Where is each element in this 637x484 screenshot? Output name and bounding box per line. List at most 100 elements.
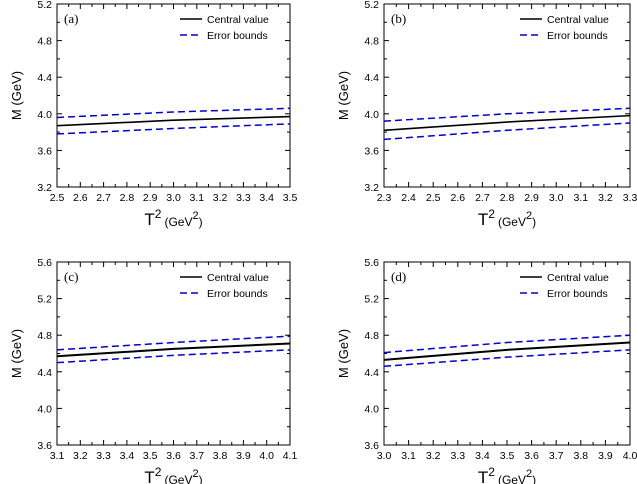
chart-panel-d: 3.0 3.1 3.2 3.3 3.4 3.5 3.6 3.7 3.8 3.9 4.0 3.6 4.0 4… <box>336 257 637 484</box>
y-tick-label: 5.6 <box>37 257 52 269</box>
central-value-line <box>383 114 631 132</box>
x-axis-label-unit: (GeV <box>498 473 526 484</box>
x-tick-label: 3.3 <box>623 192 637 204</box>
x-tick-label: 2.6 <box>73 192 88 204</box>
x-tick-label: 2.4 <box>401 192 416 204</box>
y-axis-label: M (GeV) <box>336 71 351 120</box>
x-tick-label: 2.8 <box>120 192 135 204</box>
central-value-line <box>56 342 291 358</box>
y-tick-label: 5.2 <box>364 0 379 11</box>
legend-central-label: Central value <box>207 14 269 26</box>
x-tick-label: 3.7 <box>189 450 204 462</box>
x-tick-label: 2.9 <box>143 192 158 204</box>
x-tick-label: 3.5 <box>283 192 298 204</box>
y-tick-label: 4.8 <box>364 330 379 342</box>
x-tick-label: 3.2 <box>426 450 441 462</box>
x-tick-label: 3.6 <box>524 450 539 462</box>
y-tick-label: 5.2 <box>37 294 52 306</box>
x-axis-label-unit-close: ) <box>199 215 203 229</box>
x-tick-label: 2.5 <box>50 192 65 204</box>
central-value-line <box>56 115 291 127</box>
x-axis-label-unit-sup: 2 <box>526 468 532 480</box>
y-tick-label: 3.6 <box>37 440 52 452</box>
x-tick-label: 3.5 <box>500 450 515 462</box>
error-bound-line <box>56 123 291 135</box>
chart-panel-b: 2.3 2.4 2.5 2.6 2.7 2.8 2.9 3.0 3.1 3.2 3.3 3.2 3.6 4… <box>336 0 637 229</box>
y-tick-label: 4.0 <box>364 109 379 121</box>
x-tick-label: 4.0 <box>259 450 274 462</box>
x-tick-label: 2.5 <box>426 192 441 204</box>
error-bound-line <box>56 107 291 119</box>
x-tick-label: 3.4 <box>120 450 135 462</box>
x-tick-label: 3.7 <box>549 450 564 462</box>
x-axis-label-unit: (GeV <box>498 215 526 229</box>
y-tick-label: 4.8 <box>37 36 52 48</box>
x-axis-label-unit-close: ) <box>532 215 536 229</box>
panel-label: (b) <box>391 11 406 26</box>
x-axis-label-unit-close: ) <box>199 473 203 484</box>
y-tick-label: 3.2 <box>37 182 52 194</box>
x-axis-label-unit-close: ) <box>532 473 536 484</box>
x-axis-label-sup: 2 <box>488 465 495 479</box>
x-axis-label-sup: 2 <box>155 207 162 221</box>
y-tick-label: 5.6 <box>364 257 379 269</box>
panel-label: (a) <box>64 11 78 26</box>
x-tick-label: 3.9 <box>598 450 613 462</box>
x-tick-label: 3.9 <box>236 450 251 462</box>
error-bound-line <box>56 349 291 364</box>
error-bound-line <box>383 349 631 368</box>
y-axis-label: M (GeV) <box>9 71 24 120</box>
y-tick-label: 4.4 <box>364 72 379 84</box>
error-bound-line <box>56 335 291 351</box>
x-tick-label: 3.3 <box>236 192 251 204</box>
x-tick-label: 3.1 <box>189 192 204 204</box>
x-tick-label: 3.2 <box>73 450 88 462</box>
error-bound-line <box>383 122 631 141</box>
x-axis-label-main: T <box>144 468 154 484</box>
x-tick-label: 3.4 <box>259 192 274 204</box>
y-axis-label: M (GeV) <box>9 329 24 378</box>
y-tick-label: 3.2 <box>364 182 379 194</box>
y-tick-label: 4.4 <box>364 367 379 379</box>
legend-central-label: Central value <box>547 14 609 26</box>
x-axis-label: T2(GeV2) <box>144 207 202 229</box>
y-tick-label: 3.6 <box>37 145 52 157</box>
legend-bounds-label: Error bounds <box>207 30 268 42</box>
x-axis-label: T2(GeV2) <box>144 465 202 484</box>
error-bound-line <box>383 334 631 354</box>
x-tick-label: 4.1 <box>283 450 298 462</box>
x-axis-label: T2(GeV2) <box>478 207 536 229</box>
x-tick-label: 2.8 <box>500 192 515 204</box>
y-tick-label: 3.6 <box>364 145 379 157</box>
legend-bounds-label: Error bounds <box>547 288 608 300</box>
x-tick-label: 2.7 <box>475 192 490 204</box>
error-bound-line <box>383 107 631 122</box>
x-axis-label-unit-sup: 2 <box>192 468 198 480</box>
x-tick-label: 3.6 <box>166 450 181 462</box>
y-tick-label: 4.0 <box>37 109 52 121</box>
panel-label: (d) <box>391 269 406 284</box>
x-tick-label: 2.9 <box>524 192 539 204</box>
y-tick-label: 4.0 <box>37 403 52 415</box>
x-tick-label: 4.0 <box>623 450 637 462</box>
x-tick-label: 3.3 <box>450 450 465 462</box>
x-tick-label: 3.3 <box>96 450 111 462</box>
legend-bounds-label: Error bounds <box>207 288 268 300</box>
y-tick-label: 5.2 <box>364 294 379 306</box>
x-tick-label: 3.2 <box>213 192 228 204</box>
y-tick-label: 5.2 <box>37 0 52 11</box>
y-tick-label: 3.6 <box>364 440 379 452</box>
y-tick-label: 4.4 <box>37 367 52 379</box>
y-tick-label: 4.8 <box>37 330 52 342</box>
x-axis-label-sup: 2 <box>488 207 495 221</box>
x-tick-label: 3.4 <box>475 450 490 462</box>
legend-central-label: Central value <box>547 272 609 284</box>
y-tick-label: 4.4 <box>37 72 52 84</box>
x-axis-label-unit-sup: 2 <box>526 210 532 222</box>
x-axis-label: T2(GeV2) <box>478 465 536 484</box>
x-tick-label: 3.0 <box>549 192 564 204</box>
x-tick-label: 3.5 <box>143 450 158 462</box>
x-axis-label-unit: (GeV <box>164 473 192 484</box>
x-tick-label: 2.7 <box>96 192 111 204</box>
